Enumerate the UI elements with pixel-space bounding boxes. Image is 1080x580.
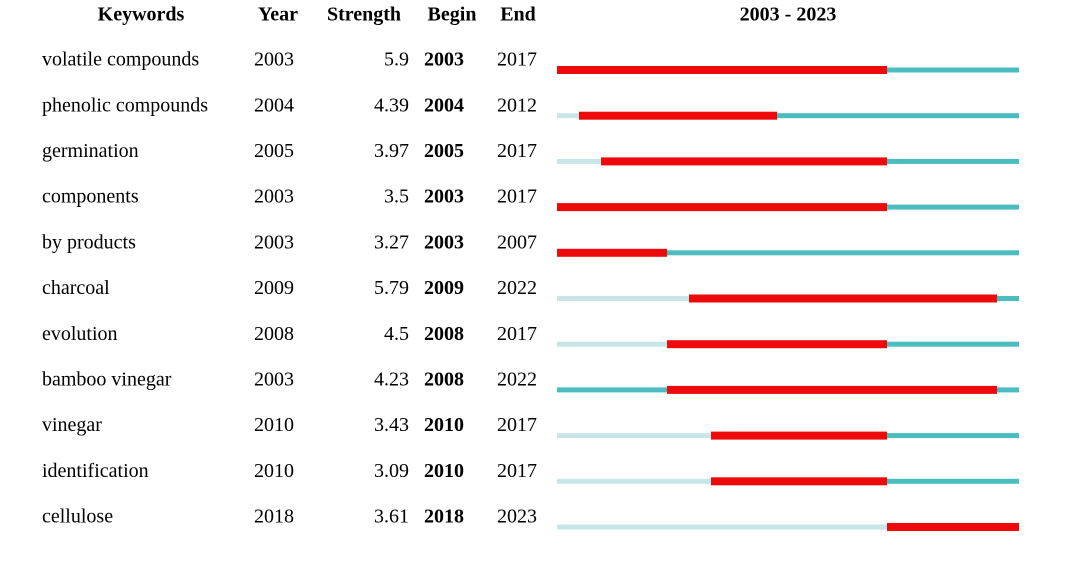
keyword: evolution — [42, 323, 118, 345]
column-header: Year — [258, 4, 298, 26]
end: 2007 — [497, 231, 537, 253]
burst-bar — [557, 66, 887, 74]
column-header: Strength — [327, 4, 401, 26]
year: 2009 — [254, 277, 294, 299]
begin: 2005 — [424, 140, 464, 162]
year: 2018 — [254, 506, 294, 528]
begin: 2010 — [424, 460, 464, 482]
begin: 2010 — [424, 414, 464, 436]
keyword: components — [42, 186, 139, 208]
strength: 3.27 — [374, 231, 409, 253]
keyword: germination — [42, 140, 139, 162]
burst-bar — [711, 477, 887, 486]
pre-year-segment — [557, 524, 887, 530]
begin: 2003 — [424, 231, 464, 253]
burst-bar — [667, 385, 997, 394]
begin: 2008 — [424, 323, 464, 345]
year: 2010 — [254, 460, 294, 482]
year: 2008 — [254, 323, 294, 345]
keyword: bamboo vinegar — [42, 368, 172, 390]
strength: 3.5 — [384, 186, 409, 208]
keyword: volatile compounds — [42, 49, 199, 71]
year: 2003 — [254, 49, 294, 71]
pre-year-segment — [557, 341, 667, 347]
keyword: phenolic compounds — [42, 94, 208, 116]
end: 2017 — [497, 460, 537, 482]
begin: 2003 — [424, 49, 464, 71]
pre-year-segment — [557, 433, 711, 439]
burst-bar — [557, 203, 887, 212]
end: 2022 — [497, 277, 537, 299]
year: 2004 — [254, 94, 294, 116]
burst-bar — [689, 294, 997, 303]
end: 2023 — [497, 506, 537, 528]
keyword: identification — [42, 460, 149, 482]
strength: 4.23 — [374, 368, 409, 390]
year: 2010 — [254, 414, 294, 436]
strength: 5.79 — [374, 277, 409, 299]
year: 2003 — [254, 186, 294, 208]
strength: 3.09 — [374, 460, 409, 482]
strength: 3.61 — [374, 506, 409, 528]
keyword: vinegar — [42, 414, 102, 436]
keyword: charcoal — [42, 277, 110, 299]
pre-year-segment — [557, 478, 711, 484]
pre-year-segment — [557, 113, 579, 119]
end: 2017 — [497, 323, 537, 345]
end: 2017 — [497, 186, 537, 208]
column-header: End — [500, 4, 536, 26]
column-header: Begin — [428, 4, 477, 26]
keyword: cellulose — [42, 506, 113, 528]
end: 2017 — [497, 49, 537, 71]
active-segment — [579, 113, 1019, 119]
strength: 5.9 — [384, 49, 409, 71]
strength: 3.97 — [374, 140, 409, 162]
end: 2017 — [497, 140, 537, 162]
strength: 4.39 — [374, 94, 409, 116]
burst-bar — [887, 523, 1019, 531]
burst-bar — [711, 431, 887, 440]
end: 2017 — [497, 414, 537, 436]
year: 2003 — [254, 368, 294, 390]
timeline-title: 2003 - 2023 — [740, 4, 837, 26]
strength: 4.5 — [384, 323, 409, 345]
burst-bar — [579, 111, 777, 120]
burst-bar — [557, 248, 667, 257]
end: 2012 — [497, 94, 537, 116]
pre-year-segment — [557, 158, 601, 164]
begin: 2018 — [424, 506, 464, 528]
burst-bar — [667, 340, 887, 349]
active-segment — [557, 250, 1019, 256]
burst-bar — [601, 157, 887, 166]
pre-year-segment — [557, 296, 689, 301]
begin: 2003 — [424, 186, 464, 208]
keyword: by products — [42, 231, 136, 253]
year: 2005 — [254, 140, 294, 162]
end: 2022 — [497, 368, 537, 390]
year: 2003 — [254, 231, 294, 253]
column-header: Keywords — [98, 4, 185, 26]
strength: 3.43 — [374, 414, 409, 436]
begin: 2008 — [424, 368, 464, 390]
begin: 2004 — [424, 94, 464, 116]
begin: 2009 — [424, 277, 464, 299]
